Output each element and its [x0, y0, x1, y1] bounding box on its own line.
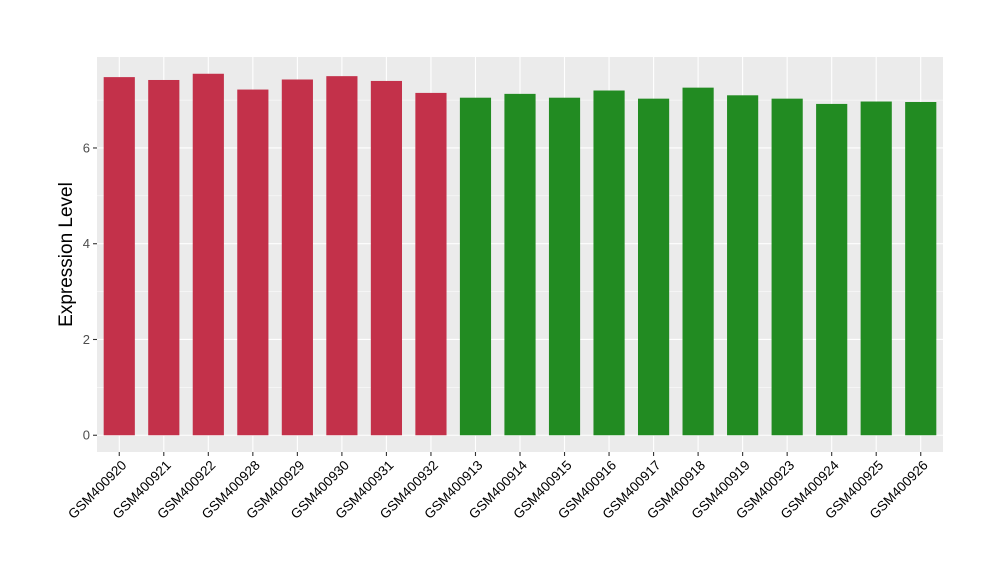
bar: [415, 92, 447, 436]
bar: [637, 98, 670, 436]
bar: [548, 97, 581, 436]
bar: [593, 90, 625, 436]
bar: [816, 103, 848, 436]
y-tick-label: 4: [83, 236, 90, 251]
bar: [860, 101, 892, 436]
bar: [459, 97, 492, 436]
bar: [370, 80, 403, 436]
y-axis: 0 2 4 6: [83, 140, 97, 443]
bar: [103, 77, 135, 436]
bar: [727, 95, 759, 436]
bar: [192, 73, 224, 436]
y-axis-label: Expression Level: [56, 182, 77, 327]
bar: [905, 102, 937, 436]
bars-group: [103, 73, 937, 436]
bar: [771, 98, 803, 436]
x-axis: GSM400920GSM400921GSM400922GSM400928GSM4…: [65, 452, 931, 522]
bar: [326, 76, 358, 436]
bar: [504, 93, 536, 436]
bar: [237, 89, 269, 436]
bar: [682, 87, 714, 436]
bar: [148, 79, 180, 436]
y-tick-label: 6: [83, 140, 90, 155]
bar: [281, 79, 313, 436]
y-tick-label: 0: [83, 428, 90, 443]
y-tick-label: 2: [83, 332, 90, 347]
